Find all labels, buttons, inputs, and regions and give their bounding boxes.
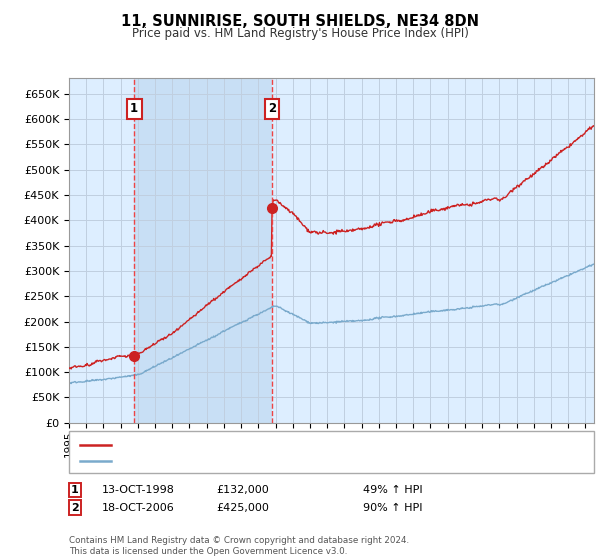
Text: 13-OCT-1998: 13-OCT-1998: [102, 485, 175, 495]
Text: 11, SUNNIRISE, SOUTH SHIELDS, NE34 8DN (detached house): 11, SUNNIRISE, SOUTH SHIELDS, NE34 8DN (…: [117, 440, 430, 450]
Text: 18-OCT-2006: 18-OCT-2006: [102, 503, 175, 513]
Text: 49% ↑ HPI: 49% ↑ HPI: [363, 485, 422, 495]
Text: 1: 1: [71, 485, 79, 495]
Text: 2: 2: [71, 503, 79, 513]
Bar: [134, 78, 272, 423]
Text: Contains HM Land Registry data © Crown copyright and database right 2024.
This d: Contains HM Land Registry data © Crown c…: [69, 536, 409, 556]
Text: 90% ↑ HPI: 90% ↑ HPI: [363, 503, 422, 513]
Text: 2: 2: [268, 102, 276, 115]
Text: £132,000: £132,000: [216, 485, 269, 495]
Text: Price paid vs. HM Land Registry's House Price Index (HPI): Price paid vs. HM Land Registry's House …: [131, 27, 469, 40]
Text: 1: 1: [130, 102, 139, 115]
Text: HPI: Average price, detached house, South Tyneside: HPI: Average price, detached house, Sout…: [117, 456, 380, 466]
Text: £425,000: £425,000: [216, 503, 269, 513]
Text: 11, SUNNIRISE, SOUTH SHIELDS, NE34 8DN: 11, SUNNIRISE, SOUTH SHIELDS, NE34 8DN: [121, 14, 479, 29]
